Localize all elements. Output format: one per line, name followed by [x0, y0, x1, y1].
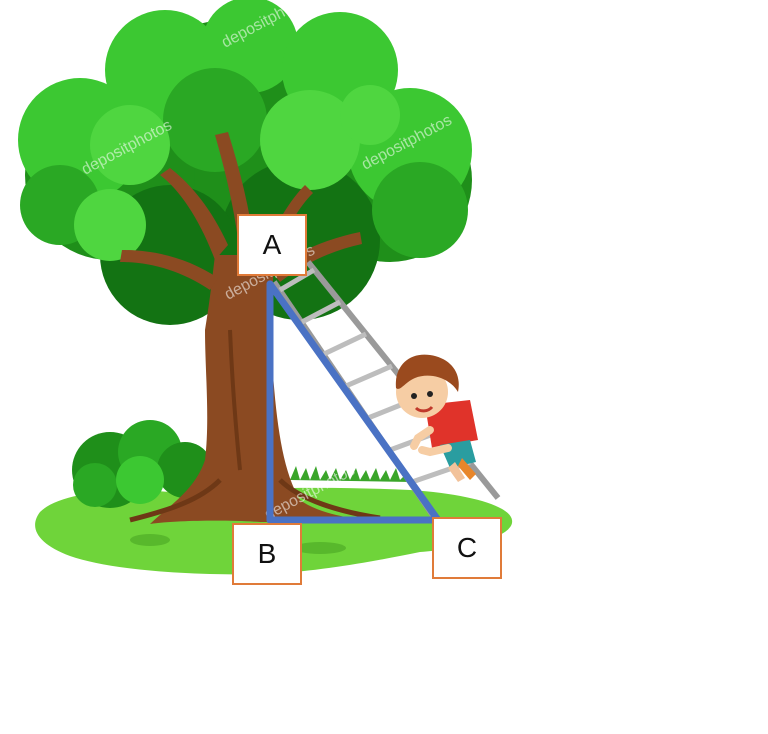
vertex-label-b: B: [232, 523, 302, 585]
child-climbing: [395, 354, 478, 482]
vertex-label-a: A: [237, 214, 307, 276]
bush: [72, 420, 213, 508]
triangle-abc: [266, 280, 442, 524]
vertex-label-c: C: [432, 517, 502, 579]
watermark-text: depositphotos: [84, 352, 180, 414]
side-ac: [266, 280, 442, 524]
